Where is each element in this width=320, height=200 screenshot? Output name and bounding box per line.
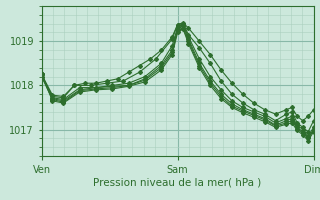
X-axis label: Pression niveau de la mer( hPa ): Pression niveau de la mer( hPa ): [93, 178, 262, 188]
